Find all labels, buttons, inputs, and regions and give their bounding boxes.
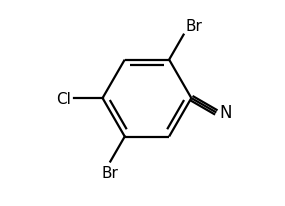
Text: Br: Br: [102, 165, 119, 180]
Text: N: N: [219, 104, 231, 122]
Text: Br: Br: [185, 19, 202, 34]
Text: Cl: Cl: [56, 91, 71, 106]
